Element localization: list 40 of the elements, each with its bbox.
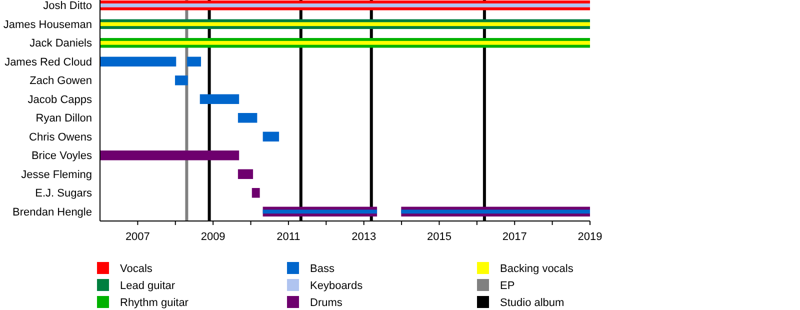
- x-tick-label: 2011: [276, 231, 300, 243]
- legend-label: Drums: [310, 296, 343, 309]
- bar: [100, 56, 176, 66]
- bar: [262, 132, 280, 142]
- y-tick-label: James Red Cloud: [4, 56, 92, 68]
- y-tick-label: Brendan Hengle: [12, 206, 92, 218]
- bar: [252, 188, 260, 198]
- x-tick-label: 2007: [125, 231, 150, 243]
- bar: [238, 169, 254, 179]
- bar: [175, 76, 188, 86]
- bar: [100, 3, 590, 8]
- legend-label: Studio album: [500, 296, 564, 309]
- legend-label: Bass: [310, 262, 335, 275]
- x-tick-label: 2015: [426, 231, 452, 243]
- legend-label: Backing vocals: [500, 262, 574, 275]
- legend-label: Rhythm guitar: [120, 296, 189, 309]
- x-tick-label: 2019: [578, 231, 602, 243]
- bar: [100, 150, 240, 160]
- legend-label: Vocals: [120, 262, 153, 275]
- bar: [200, 94, 240, 104]
- y-tick-label: James Houseman: [3, 18, 92, 31]
- x-tick-label: 2009: [200, 231, 226, 243]
- y-tick-label: Chris Owens: [29, 131, 92, 144]
- y-tick-label: Jack Daniels: [30, 38, 92, 50]
- legend-label: Lead guitar: [120, 280, 176, 292]
- y-tick-label: Zach Gowen: [30, 75, 92, 88]
- x-tick-label: 2017: [502, 231, 527, 243]
- legend-label: EP: [500, 280, 515, 292]
- y-tick-label: Ryan Dillon: [36, 112, 92, 125]
- bar: [100, 40, 590, 45]
- bar: [238, 113, 258, 123]
- y-tick-label: Jesse Fleming: [21, 168, 92, 181]
- y-tick-label: E.J. Sugars: [35, 188, 92, 200]
- y-tick-label: Brice Voyles: [31, 150, 92, 162]
- legend-label: Keyboards: [310, 280, 364, 292]
- bar: [401, 210, 590, 214]
- x-tick-label: 2013: [352, 231, 376, 243]
- bar: [100, 22, 590, 26]
- y-tick-label: Josh Ditto: [43, 0, 92, 12]
- y-tick-label: Jacob Capps: [28, 94, 92, 106]
